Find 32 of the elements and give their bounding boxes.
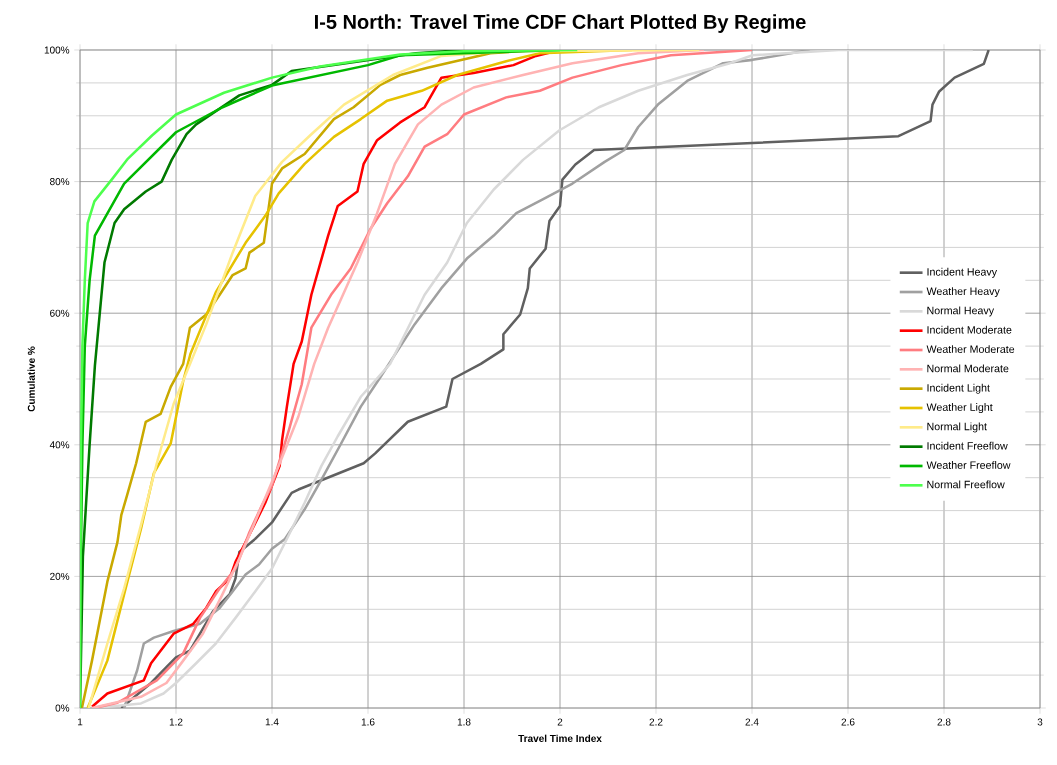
- x-tick-label: 2.6: [841, 718, 855, 726]
- legend-label: Incident Freeflow: [927, 441, 1008, 450]
- x-tick-label: 1: [77, 718, 83, 726]
- legend-label: Incident Light: [927, 383, 990, 394]
- legend-label: Weather Moderate: [926, 345, 1015, 353]
- x-tick-label: 2.8: [937, 718, 951, 726]
- y-tick-label: 0%: [55, 704, 70, 712]
- chart-title: I-5 North: Travel Time CDF Chart Plotted By Regime: [315, 14, 806, 34]
- legend-label: Normal Freeflow: [927, 480, 1005, 489]
- x-tick-label: 2: [557, 718, 563, 726]
- y-axis-title: Cumulative %: [27, 346, 35, 412]
- y-tick-label: 60%: [50, 309, 70, 317]
- legend-label: Incident Heavy: [927, 267, 998, 278]
- legend-label: Weather Freeflow: [926, 461, 1011, 469]
- legend-label: Normal Moderate: [927, 364, 1009, 373]
- y-tick-label: 40%: [49, 441, 70, 449]
- x-tick-label: 1.4: [265, 718, 279, 726]
- x-tick-label: 3: [1037, 718, 1043, 726]
- legend-label: Incident Moderate: [927, 325, 1012, 334]
- legend-label: Normal Heavy: [927, 306, 995, 317]
- legend-label: Weather Light: [926, 403, 993, 414]
- x-tick-label: 1.8: [457, 718, 471, 726]
- y-tick-label: 100%: [44, 46, 70, 54]
- legend-label: Normal Light: [927, 422, 987, 433]
- x-tick-label: 2.2: [649, 718, 663, 726]
- x-tick-label: 1.2: [169, 718, 183, 726]
- legend-label: Weather Heavy: [926, 287, 1000, 298]
- x-axis-title: Travel Time Index: [518, 734, 602, 742]
- y-tick-label: 20%: [50, 572, 70, 580]
- x-tick-label: 2.4: [745, 718, 759, 726]
- y-tick-label: 80%: [50, 178, 70, 186]
- x-tick-label: 1.6: [361, 718, 375, 726]
